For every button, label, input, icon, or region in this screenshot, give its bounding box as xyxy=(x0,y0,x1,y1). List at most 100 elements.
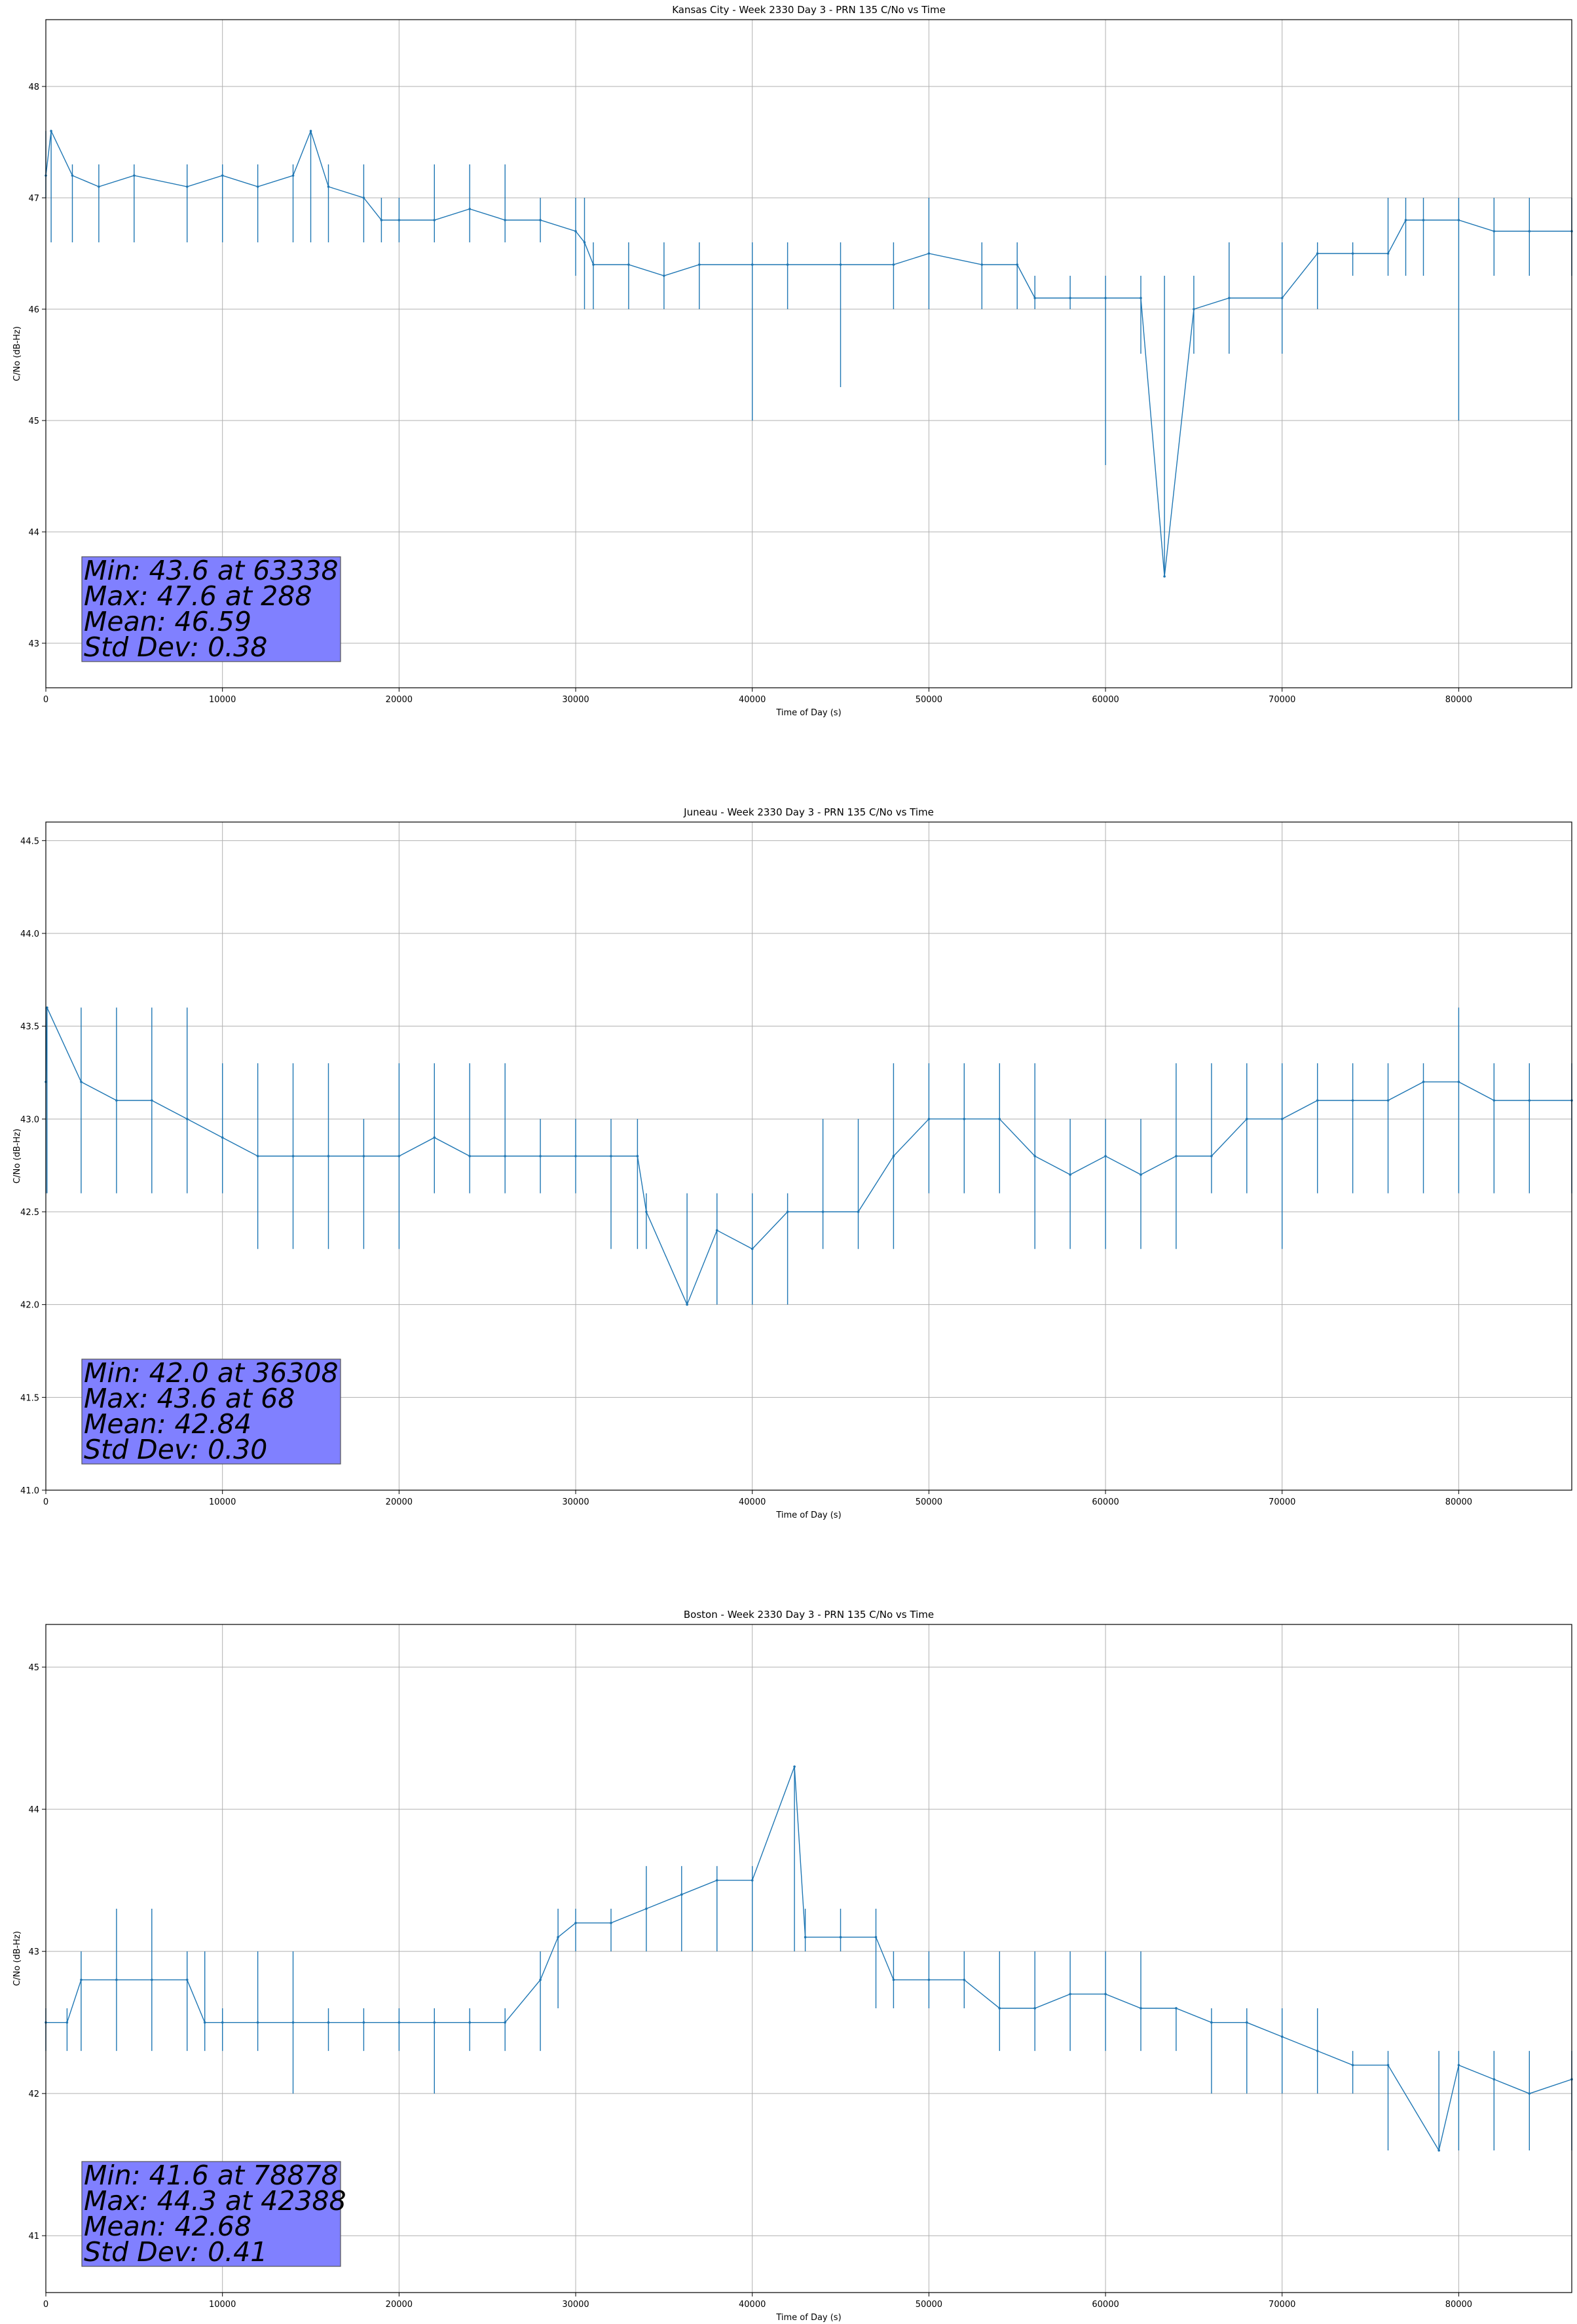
data-point xyxy=(1245,1117,1248,1121)
data-point xyxy=(256,1155,259,1157)
data-point xyxy=(80,1978,83,1981)
data-point xyxy=(610,1921,612,1924)
data-point xyxy=(309,130,312,132)
data-point xyxy=(751,1879,754,1882)
stats-line: Min: 42.0 at 36308 xyxy=(84,1357,339,1389)
axes-frame xyxy=(45,1624,1572,2293)
data-point xyxy=(1280,2035,1284,2038)
data-point xyxy=(1386,1099,1390,1102)
data-point xyxy=(636,1155,639,1157)
data-point xyxy=(115,1978,118,1981)
data-point xyxy=(1528,1099,1531,1102)
data-point xyxy=(291,174,295,177)
data-point xyxy=(645,1210,648,1213)
x-tick-label: 10000 xyxy=(209,1497,236,1507)
data-point xyxy=(1316,252,1319,255)
axes-frame xyxy=(45,19,1572,688)
data-point xyxy=(133,174,136,177)
x-tick-label: 10000 xyxy=(209,695,236,705)
data-point xyxy=(327,2021,330,2024)
y-tick-label: 41.0 xyxy=(20,1486,39,1496)
stats-box xyxy=(81,2161,341,2267)
data-point xyxy=(751,1247,754,1250)
data-point xyxy=(1493,2078,1496,2081)
data-point xyxy=(1228,297,1231,299)
stats-line: Max: 44.3 at 42388 xyxy=(84,2185,346,2217)
data-point xyxy=(65,2021,69,2024)
data-point xyxy=(793,1765,796,1768)
series-line xyxy=(45,129,1572,577)
data-point xyxy=(151,1099,153,1102)
x-tick-label: 0 xyxy=(43,695,48,705)
data-point xyxy=(433,2021,436,2024)
chart-title: Boston - Week 2330 Day 3 - PRN 135 C/No … xyxy=(684,1609,934,1621)
x-tick-label: 30000 xyxy=(562,1497,589,1507)
series-line xyxy=(45,1007,1572,1306)
y-axis-label: C/No (dB-Hz) xyxy=(12,326,22,381)
stats-box xyxy=(81,556,341,662)
x-tick-label: 70000 xyxy=(1269,1497,1295,1507)
data-point xyxy=(592,263,595,266)
data-point xyxy=(1033,2007,1036,2010)
data-point xyxy=(927,252,931,255)
data-point xyxy=(980,263,984,266)
axes-frame xyxy=(45,821,1572,1491)
y-tick-label: 44 xyxy=(28,528,39,538)
data-point xyxy=(185,1117,189,1121)
y-tick-label: 47 xyxy=(28,194,39,204)
series-envelope xyxy=(45,1767,1572,2150)
data-point xyxy=(1351,1099,1354,1102)
data-point xyxy=(963,1117,966,1121)
data-point xyxy=(468,208,472,210)
data-point xyxy=(857,1210,860,1213)
data-point xyxy=(468,1155,472,1157)
chart-title: Kansas City - Week 2330 Day 3 - PRN 135 … xyxy=(672,4,946,16)
data-point xyxy=(398,1155,401,1157)
data-point xyxy=(46,1006,48,1009)
x-tick-label: 10000 xyxy=(209,2300,236,2310)
data-point xyxy=(1069,297,1071,299)
stats-line: Max: 43.6 at 68 xyxy=(84,1383,295,1414)
data-point xyxy=(1033,297,1036,299)
y-tick-label: 43.5 xyxy=(20,1022,39,1032)
stats-box xyxy=(81,1359,341,1465)
x-tick-label: 70000 xyxy=(1269,2300,1295,2310)
data-point xyxy=(1351,2063,1354,2067)
data-point xyxy=(398,219,401,221)
data-point xyxy=(1210,2021,1213,2024)
data-point xyxy=(380,219,383,221)
data-point xyxy=(892,1978,895,1981)
data-point xyxy=(804,1936,807,1939)
data-point xyxy=(98,185,100,188)
data-point xyxy=(433,219,436,221)
data-point xyxy=(1438,2149,1440,2152)
x-tick-label: 70000 xyxy=(1269,695,1295,705)
y-tick-label: 42.5 xyxy=(20,1208,39,1218)
x-tick-label: 20000 xyxy=(386,695,413,705)
data-point xyxy=(327,1155,330,1157)
data-point xyxy=(1316,2050,1319,2052)
data-point xyxy=(539,1978,542,1981)
data-point xyxy=(1210,1155,1213,1157)
data-point xyxy=(663,274,665,277)
data-point xyxy=(1280,1117,1284,1121)
stats-line: Mean: 42.84 xyxy=(84,1408,251,1440)
data-point xyxy=(50,130,52,132)
data-point xyxy=(574,1155,577,1157)
x-tick-label: 30000 xyxy=(562,695,589,705)
data-point xyxy=(80,1080,83,1083)
data-point xyxy=(610,1155,612,1157)
data-point xyxy=(715,1229,718,1232)
data-point xyxy=(1033,1155,1036,1157)
data-point xyxy=(185,185,189,188)
data-point xyxy=(1457,1080,1460,1083)
x-tick-label: 60000 xyxy=(1092,695,1119,705)
stats-line: Min: 43.6 at 63338 xyxy=(84,555,339,586)
chart-title: Juneau - Week 2330 Day 3 - PRN 135 C/No … xyxy=(683,806,934,818)
data-point xyxy=(1193,308,1195,310)
x-tick-label: 50000 xyxy=(916,1497,942,1507)
data-point xyxy=(1493,1099,1496,1102)
data-point xyxy=(627,263,630,266)
data-point xyxy=(1069,1173,1071,1176)
data-point xyxy=(751,263,754,266)
